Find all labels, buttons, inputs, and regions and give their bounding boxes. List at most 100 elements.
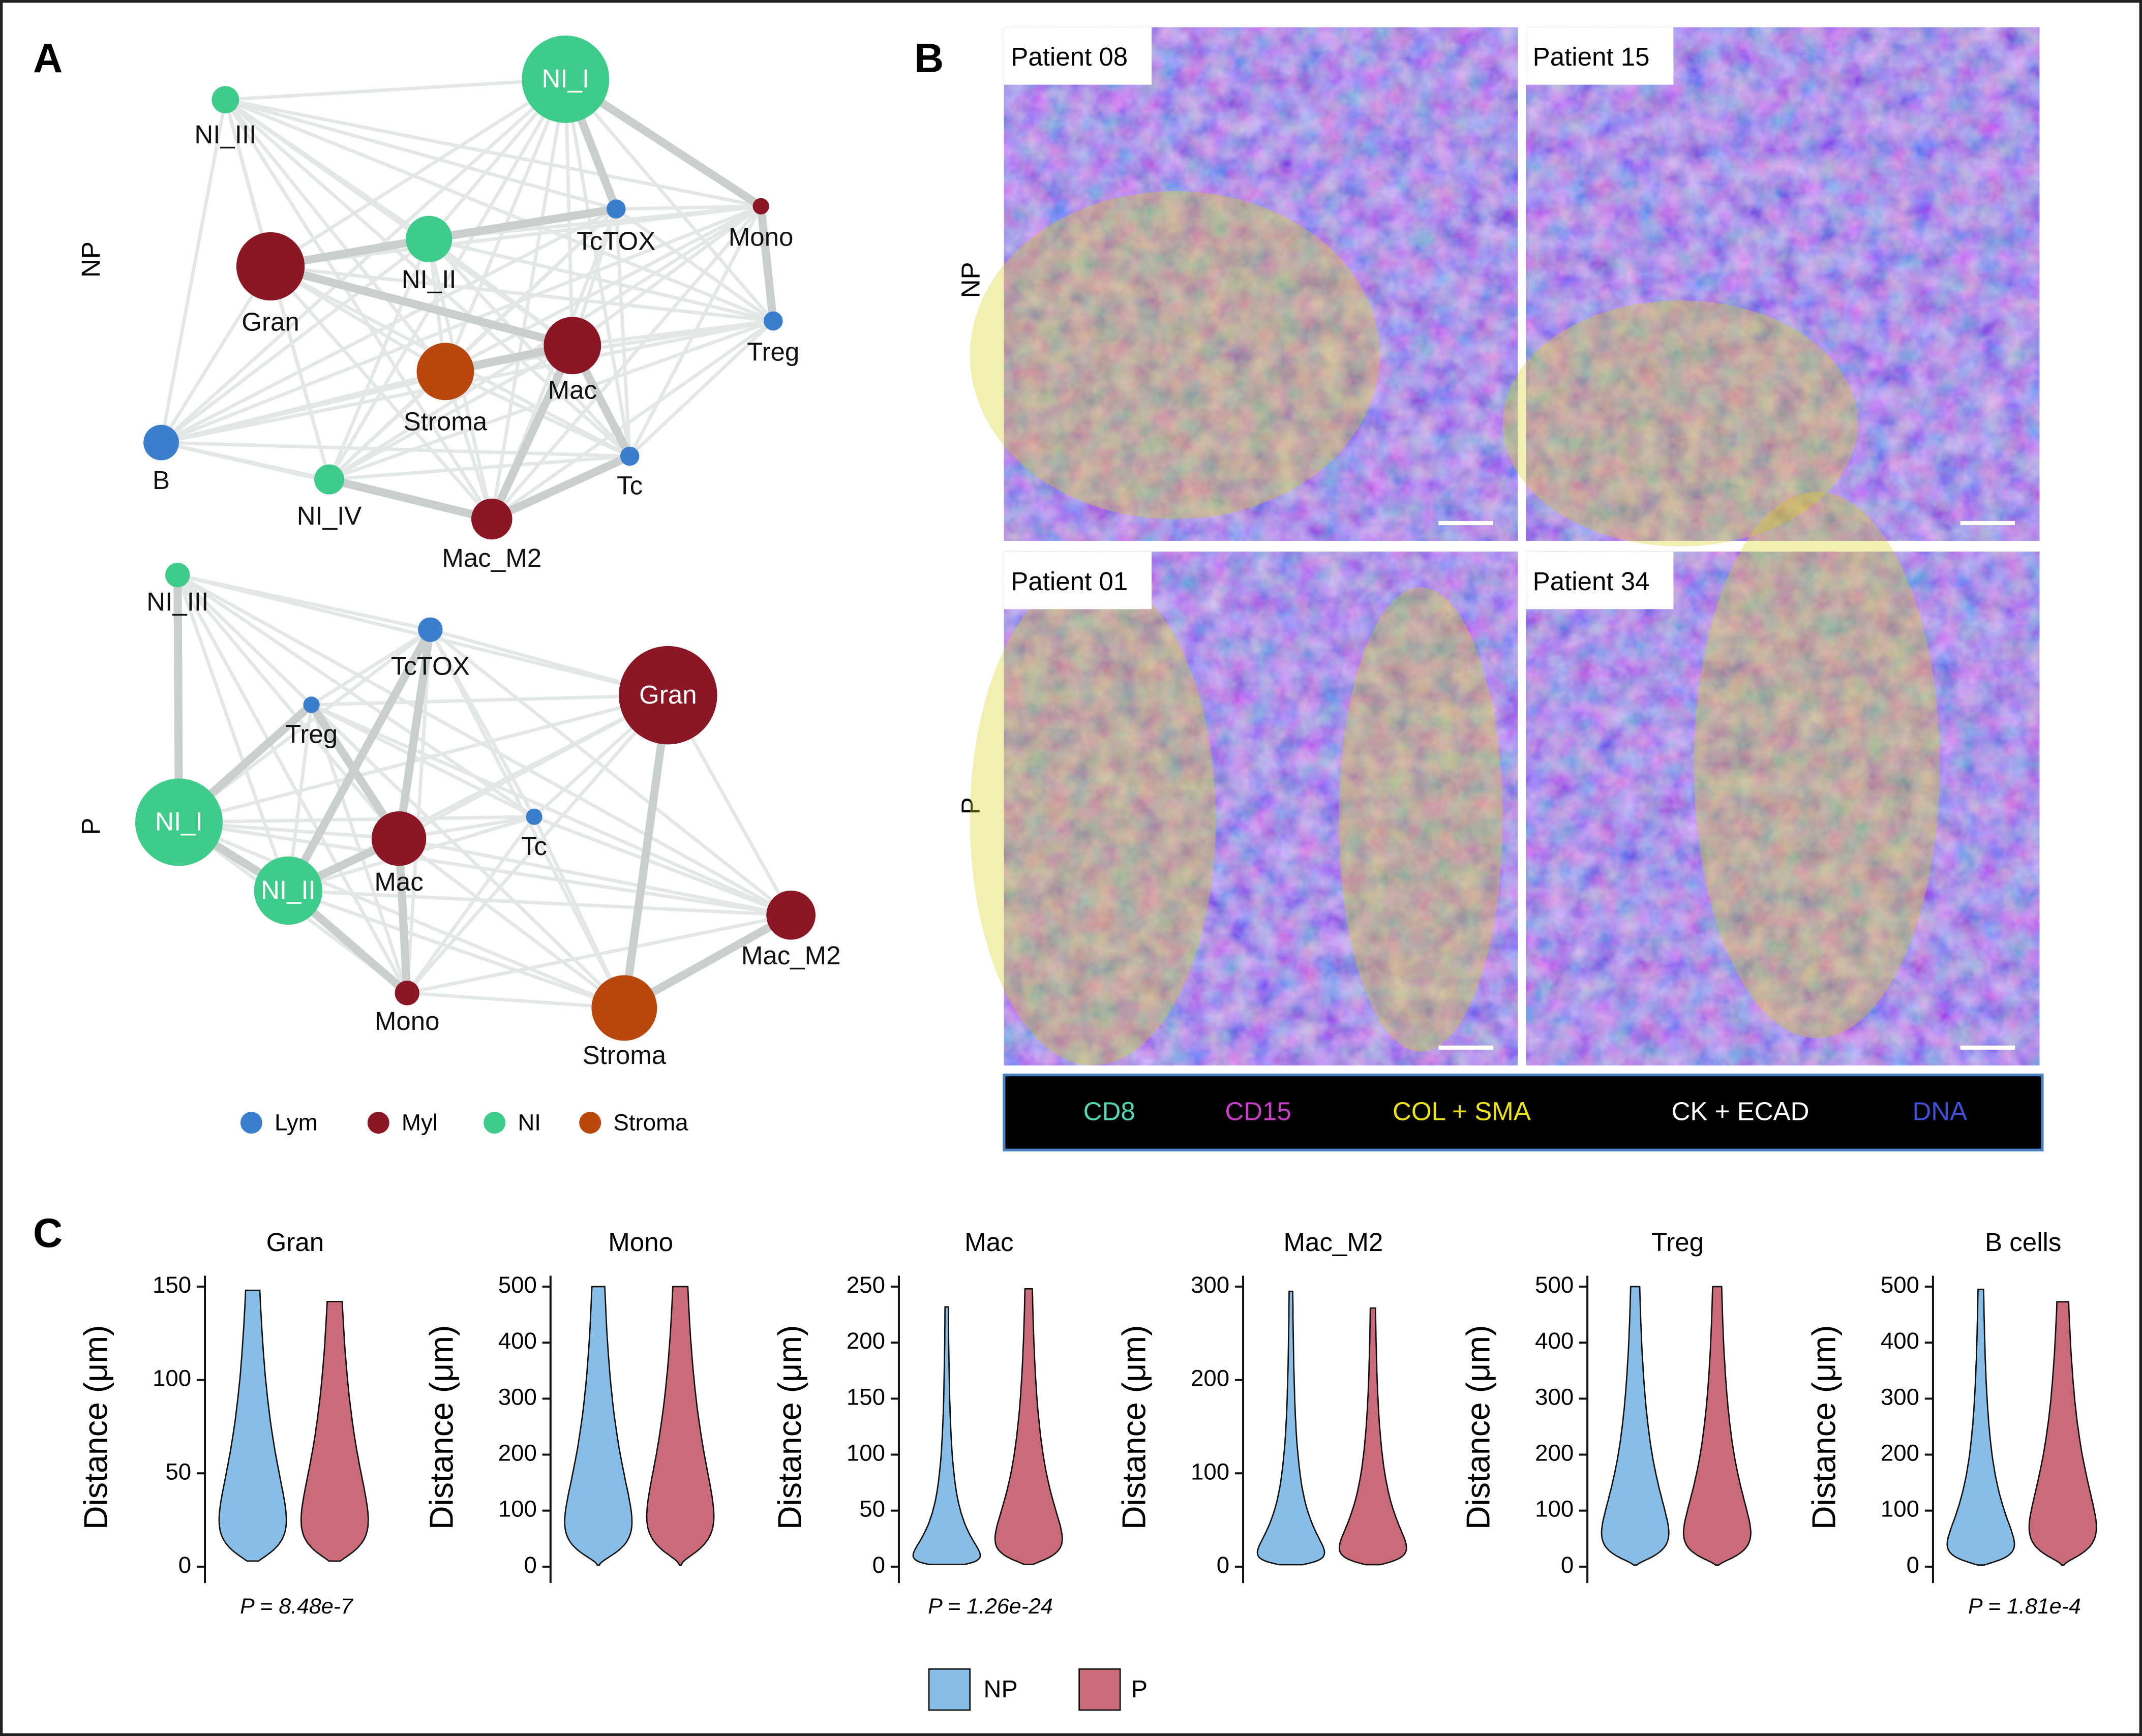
edge-strong — [269, 262, 574, 350]
node — [763, 311, 783, 331]
edge — [614, 208, 631, 456]
y-tick-label: 300 — [498, 1384, 537, 1410]
edge-strong — [395, 629, 435, 839]
edge — [398, 837, 625, 1010]
violin — [2028, 1301, 2097, 1566]
node-label: Tc — [521, 832, 547, 861]
edge — [532, 816, 626, 1009]
edge — [327, 78, 567, 480]
patient-label: Patient 01 — [1011, 567, 1128, 596]
node-label: NI_II — [402, 265, 457, 294]
legend-label: Lym — [275, 1109, 318, 1135]
node-label: Treg — [285, 720, 338, 749]
patient-label-bg — [1526, 27, 1674, 85]
edge — [406, 694, 670, 994]
y-tick-label: 200 — [498, 1440, 537, 1466]
node-label: NI_I — [155, 807, 203, 836]
node-label: Mac_M2 — [442, 543, 541, 572]
y-tick-label: 150 — [153, 1272, 191, 1298]
edge — [429, 628, 792, 917]
node — [371, 811, 427, 866]
channel-label: CD8 — [1083, 1097, 1135, 1125]
y-axis-label: Distance (μm) — [1805, 1325, 1842, 1530]
y-axis-label: Distance (μm) — [77, 1325, 114, 1530]
edge-strong — [284, 627, 434, 893]
edge — [572, 319, 774, 348]
edge — [176, 574, 409, 994]
y-axis-label: Distance (μm) — [771, 1325, 808, 1530]
edge-strong — [328, 475, 493, 523]
stroma-region — [970, 573, 1216, 1065]
edge — [269, 265, 493, 521]
node — [143, 424, 179, 461]
y-tick-label: 100 — [1191, 1458, 1229, 1484]
edge — [178, 820, 792, 917]
y-tick-label: 0 — [178, 1552, 191, 1578]
legend-swatch — [484, 1112, 506, 1134]
y-tick-label: 200 — [1535, 1440, 1574, 1466]
y-tick-label: 400 — [498, 1328, 537, 1354]
edge — [405, 815, 536, 994]
y-tick-label: 100 — [1535, 1496, 1574, 1522]
edge — [310, 628, 432, 707]
stroma-region — [1502, 300, 1858, 546]
y-axis-label: Distance (μm) — [1460, 1325, 1497, 1530]
edge — [225, 98, 774, 323]
edge-strong — [488, 344, 577, 521]
row-label: NP — [956, 262, 985, 298]
edge — [311, 703, 535, 818]
edge — [564, 78, 775, 322]
edge-strong — [428, 205, 617, 243]
y-tick-label: 50 — [859, 1496, 885, 1522]
legend-swatch — [579, 1112, 601, 1134]
edge — [225, 77, 566, 102]
node-label: Mono — [729, 223, 794, 252]
node — [303, 696, 320, 713]
y-tick-label: 200 — [1881, 1440, 1919, 1466]
node — [606, 199, 626, 219]
node-label: Stroma — [583, 1041, 667, 1070]
edge — [327, 238, 431, 480]
edge — [329, 454, 630, 481]
violin — [994, 1288, 1063, 1565]
edge — [270, 264, 774, 323]
legend-swatch — [1078, 1668, 1121, 1711]
edge — [615, 207, 774, 323]
violin — [1338, 1307, 1407, 1566]
edge — [407, 991, 625, 1010]
chart-title: B cells — [1985, 1228, 2061, 1257]
node-label: Gran — [242, 307, 299, 336]
edge — [616, 204, 761, 211]
edge — [311, 703, 792, 917]
node-label: Treg — [747, 337, 799, 366]
stroma-region — [1339, 587, 1503, 1052]
legend-swatch — [240, 1112, 262, 1134]
violin — [1682, 1286, 1752, 1566]
node — [416, 343, 474, 401]
legend-label: Stroma — [613, 1109, 688, 1135]
node-label: TcTOX — [391, 651, 470, 680]
channel-label: CD15 — [1225, 1097, 1291, 1125]
violin-panel: Gran Distance (μm) 0 50 100 150 P = 8.48e-7 Mon… — [77, 1228, 2097, 1711]
y-tick-label: 150 — [847, 1384, 885, 1410]
y-tick-label: 250 — [847, 1272, 885, 1298]
node-label: Mac — [548, 376, 597, 405]
node-label: B — [153, 466, 170, 495]
edge — [398, 837, 792, 917]
y-tick-label: 100 — [498, 1496, 537, 1522]
patient-label-bg — [1004, 27, 1152, 85]
y-tick-label: 100 — [153, 1365, 191, 1391]
edge-strong — [490, 452, 631, 523]
node-label: Mac — [374, 867, 423, 896]
edge — [225, 98, 762, 208]
node — [395, 981, 419, 1006]
row-label: NP — [76, 241, 105, 278]
node-label: NI_III — [194, 120, 256, 149]
edge — [428, 237, 774, 323]
patient-label: Patient 15 — [1533, 42, 1650, 71]
violin — [1256, 1290, 1325, 1566]
edge — [428, 237, 631, 458]
node-label: NI_II — [261, 875, 316, 904]
stroma-region — [970, 191, 1380, 520]
edge — [533, 815, 792, 917]
